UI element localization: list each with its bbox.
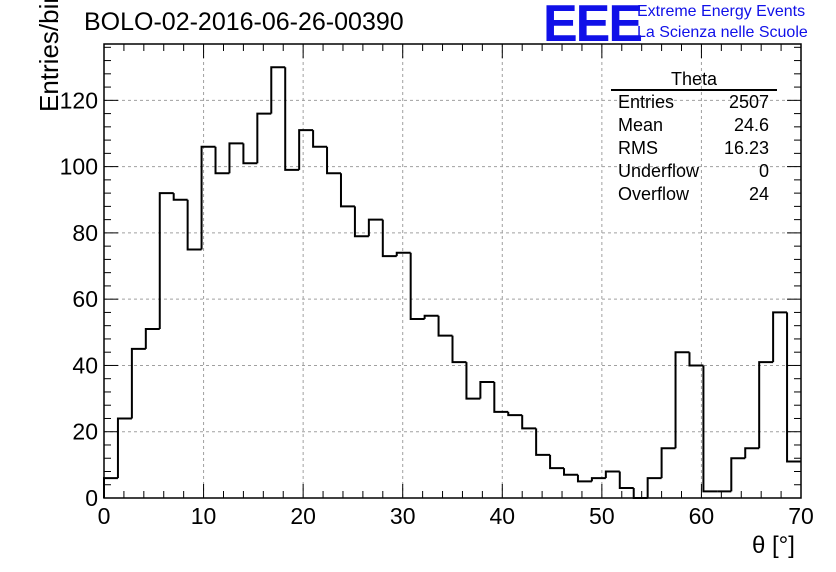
stats-row-mean: Mean 24.6 bbox=[611, 114, 777, 137]
histogram-bin bbox=[535, 428, 551, 456]
stats-row-rms: RMS 16.23 bbox=[611, 137, 777, 160]
histogram-bin bbox=[409, 252, 425, 321]
y-tick-label: 80 bbox=[72, 220, 98, 246]
histogram-bars bbox=[103, 66, 801, 499]
histogram-bin bbox=[730, 457, 746, 492]
stats-value: 16.23 bbox=[723, 138, 769, 158]
logo-caption-line2: La Scienza nelle Scuole bbox=[637, 24, 808, 41]
x-axis-label: θ [°] bbox=[752, 532, 795, 559]
histogram-bin bbox=[200, 145, 216, 250]
histogram-bin bbox=[674, 351, 690, 449]
histogram-bin bbox=[284, 67, 300, 171]
histogram-bin bbox=[590, 477, 606, 482]
grid-lines bbox=[104, 44, 801, 498]
y-tick-label: 20 bbox=[72, 419, 98, 445]
stats-row-underflow: Underflow 0 bbox=[611, 160, 777, 183]
histogram-bin bbox=[326, 146, 341, 175]
histogram-bin bbox=[367, 218, 383, 237]
histogram-bin bbox=[576, 474, 592, 483]
x-tick-label: 30 bbox=[390, 503, 416, 529]
stats-value: 24.6 bbox=[733, 115, 769, 135]
plot-border bbox=[103, 43, 802, 499]
stats-label: Entries bbox=[618, 92, 675, 112]
x-tick-label: 60 bbox=[689, 503, 715, 529]
histogram-bin bbox=[339, 173, 355, 208]
stats-value: 24 bbox=[748, 184, 769, 204]
histogram-bin bbox=[744, 447, 760, 459]
tick-labels: 0 10 20 30 40 50 60 70 0 20 40 60 80 100 120 bbox=[60, 87, 814, 529]
histogram-bin bbox=[353, 206, 369, 238]
stats-label: Overflow bbox=[618, 184, 690, 204]
x-tick-label: 10 bbox=[191, 503, 217, 529]
histogram-bin bbox=[298, 129, 314, 170]
histogram-bin bbox=[479, 381, 495, 399]
y-tick-label: 100 bbox=[60, 154, 98, 180]
histogram-bin bbox=[465, 362, 481, 400]
histogram-bin bbox=[270, 66, 286, 114]
x-tick-label: 40 bbox=[489, 503, 515, 529]
histogram-bin bbox=[521, 415, 537, 430]
histogram-bin bbox=[507, 411, 523, 417]
histogram-bin bbox=[312, 130, 328, 148]
histogram-bin bbox=[646, 477, 662, 498]
histogram-bin bbox=[632, 488, 648, 499]
histogram-bin bbox=[618, 471, 634, 490]
histogram-bin bbox=[493, 382, 509, 413]
x-tick-label: 70 bbox=[788, 503, 814, 529]
stats-box: Theta Entries 2507 Mean 24.6 RMS 16.23 U… bbox=[611, 69, 777, 206]
y-axis-label: Entries/bin bbox=[34, 0, 64, 112]
histogram-bin bbox=[437, 315, 453, 337]
histogram-bin bbox=[549, 454, 565, 470]
stats-label: Underflow bbox=[618, 161, 700, 181]
histogram-bin bbox=[451, 335, 467, 364]
histogram-bin bbox=[772, 311, 788, 363]
histogram-bin bbox=[423, 314, 439, 320]
histogram-bin bbox=[381, 219, 397, 258]
x-tick-label: 50 bbox=[589, 503, 615, 529]
histogram-bin bbox=[158, 192, 174, 329]
logo-caption-line1: Extreme Energy Events bbox=[637, 3, 806, 20]
histogram-bin bbox=[186, 199, 202, 251]
histogram-bin bbox=[130, 347, 146, 419]
x-tick-label: 0 bbox=[98, 503, 111, 529]
histogram-bin bbox=[256, 112, 272, 164]
plot-frame bbox=[103, 43, 802, 499]
histogram-bin bbox=[660, 447, 676, 479]
stats-row-entries: Entries 2507 bbox=[611, 91, 777, 114]
y-tick-label: 60 bbox=[72, 286, 98, 312]
histogram-bin bbox=[242, 143, 258, 165]
stats-label: Mean bbox=[618, 115, 664, 135]
histogram-bin bbox=[214, 146, 230, 175]
y-tick-label: 120 bbox=[60, 87, 98, 113]
stats-value: 2507 bbox=[728, 92, 769, 112]
histogram-bin bbox=[144, 327, 160, 349]
axis-ticks bbox=[103, 44, 802, 499]
stats-value: 0 bbox=[758, 161, 769, 181]
x-tick-label: 20 bbox=[290, 503, 316, 529]
histogram-bin bbox=[688, 352, 704, 367]
histogram-bin bbox=[786, 312, 801, 463]
histogram-bin bbox=[563, 468, 578, 476]
stats-label: RMS bbox=[618, 138, 658, 158]
histogram-bin bbox=[604, 470, 620, 479]
stats-box-title: Theta bbox=[611, 69, 777, 91]
stats-row-overflow: Overflow 24 bbox=[611, 183, 777, 206]
histogram-bin bbox=[116, 417, 132, 479]
histogram-bin bbox=[395, 251, 411, 257]
y-tick-label: 40 bbox=[72, 352, 98, 378]
chart-title: BOLO-02-2016-06-26-00390 bbox=[84, 8, 404, 36]
y-tick-label: 0 bbox=[85, 485, 98, 511]
histogram-bin bbox=[758, 361, 774, 449]
histogram-bin bbox=[172, 193, 188, 201]
histogram-bin bbox=[103, 477, 118, 498]
histogram-bin bbox=[228, 142, 244, 174]
histogram-bin bbox=[702, 365, 718, 493]
